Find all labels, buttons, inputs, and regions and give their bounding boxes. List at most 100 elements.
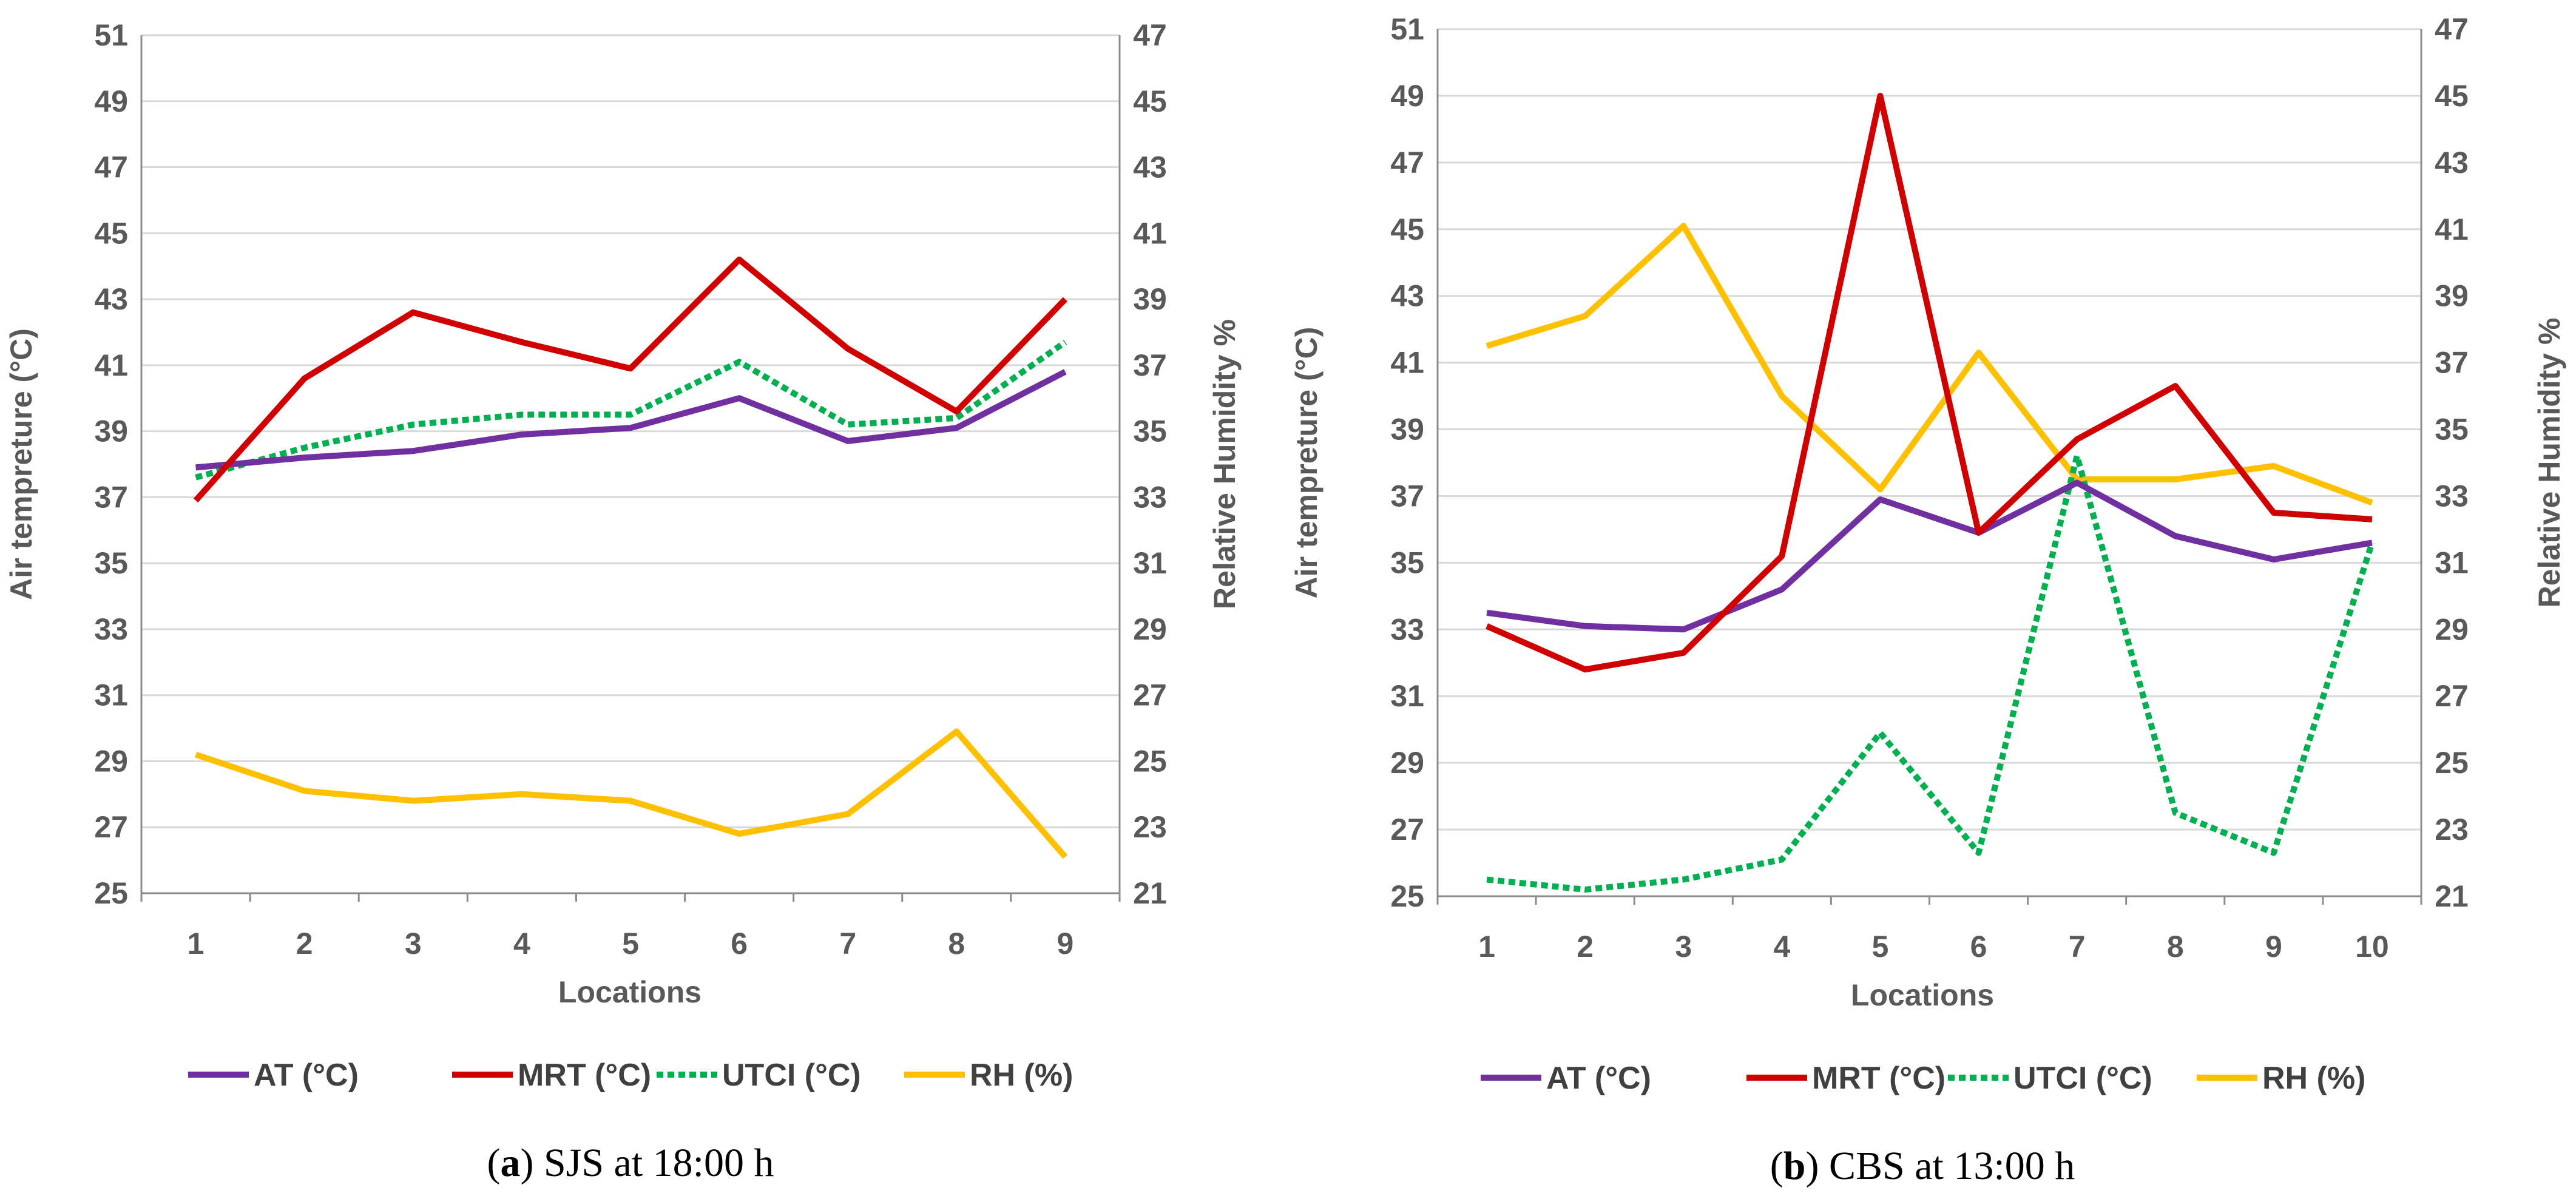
legend-label-mrt: MRT (°C) [1812, 1061, 1946, 1096]
legend: AT (°C) MRT (°C) UTCI (°C) RH (%) [1481, 1061, 2365, 1096]
x-axis-title: Locations [1851, 978, 1994, 1012]
y2-tick-label: 45 [2435, 79, 2469, 113]
y-tick-label: 43 [94, 282, 128, 316]
y2-tick-label: 33 [2435, 479, 2469, 513]
y2-axis-title: Relative Humidity % [2532, 318, 2566, 608]
y2-tick-label: 31 [2435, 546, 2469, 579]
y2-tick-label: 23 [2435, 813, 2469, 846]
y-tick-label: 25 [1390, 879, 1424, 913]
y-axis-title: Air tempreture (°C) [1290, 327, 1323, 599]
y-axis-title: Air tempreture (°C) [4, 328, 38, 600]
y2-tick-label: 27 [2435, 679, 2469, 713]
y-tick-label: 39 [1390, 413, 1424, 447]
y-tick-label: 29 [1390, 746, 1424, 780]
x-tick-label: 7 [2069, 930, 2086, 964]
x-tick-label: 5 [622, 927, 639, 961]
legend-label-utci: UTCI (°C) [2013, 1061, 2152, 1096]
y-tick-label: 33 [94, 612, 128, 646]
x-tick-label: 6 [1970, 930, 1987, 964]
figure-caption: (b) CBS at 13:00 h [1770, 1144, 2075, 1188]
y2-tick-label: 47 [1133, 18, 1167, 52]
y-tick-label: 47 [94, 150, 128, 184]
x-tick-label: 7 [839, 927, 856, 961]
y-tick-label: 35 [94, 546, 128, 580]
y-tick-label: 31 [1390, 679, 1424, 713]
x-tick-label: 6 [731, 927, 748, 961]
y-tick-label: 31 [94, 678, 128, 712]
y2-tick-label: 21 [1133, 876, 1167, 910]
chart-panel-b: 2527293133353739414345474951212325272931… [1290, 12, 2566, 1188]
y-tick-label: 43 [1390, 279, 1424, 313]
x-tick-label: 5 [1872, 930, 1889, 964]
caption-text: ) CBS at 13:00 h [1806, 1144, 2075, 1188]
x-axis-title: Locations [558, 975, 701, 1009]
series-line-rh [195, 728, 1068, 859]
x-tick-label: 8 [2167, 930, 2184, 964]
caption-letter: b [1783, 1144, 1806, 1188]
series-line-rh [1486, 223, 2373, 506]
y2-tick-label: 43 [2435, 146, 2469, 180]
x-tick-label: 2 [296, 927, 313, 961]
caption-paren-open: ( [1770, 1144, 1783, 1188]
series-line-at [1486, 479, 2373, 633]
y-tick-label: 51 [94, 18, 128, 52]
x-tick-label: 1 [188, 927, 205, 961]
y2-tick-label: 23 [1133, 810, 1167, 844]
y2-tick-label: 27 [1133, 678, 1167, 712]
series-line-mrt [1486, 92, 2373, 673]
x-tick-label: 3 [405, 927, 422, 961]
legend-label-at: AT (°C) [1546, 1061, 1651, 1096]
y2-tick-label: 41 [2435, 212, 2469, 246]
y2-tick-label: 29 [1133, 612, 1167, 646]
y2-tick-label: 21 [2435, 879, 2469, 913]
y-tick-label: 51 [1390, 12, 1424, 46]
y-tick-label: 41 [94, 348, 128, 382]
x-tick-label: 2 [1577, 930, 1594, 964]
caption-paren-open: ( [487, 1141, 500, 1185]
x-tick-label: 8 [948, 927, 965, 961]
y2-tick-label: 37 [1133, 348, 1167, 382]
y-tick-label: 33 [1390, 612, 1424, 646]
caption-text: ) SJS at 18:00 h [520, 1141, 774, 1185]
y2-tick-label: 39 [2435, 279, 2469, 313]
legend: AT (°C) MRT (°C) UTCI (°C) RH (%) [188, 1058, 1073, 1093]
x-tick-label: 3 [1675, 930, 1692, 964]
y2-tick-label: 43 [1133, 150, 1167, 184]
y-tick-label: 45 [94, 216, 128, 250]
y-tick-label: 47 [1390, 146, 1424, 180]
series-line-mrt [193, 256, 1067, 503]
y-tick-label: 41 [1390, 346, 1424, 380]
y2-tick-label: 39 [1133, 282, 1167, 316]
x-tick-label: 10 [2355, 930, 2389, 964]
y2-tick-label: 35 [2435, 413, 2469, 447]
legend-label-mrt: MRT (°C) [518, 1058, 651, 1093]
y2-tick-label: 31 [1133, 546, 1167, 580]
y-tick-label: 37 [94, 480, 128, 514]
legend-label-at: AT (°C) [254, 1058, 359, 1093]
y2-tick-label: 37 [2435, 346, 2469, 380]
y2-axis-title: Relative Humidity % [1208, 319, 1242, 609]
y2-tick-label: 33 [1133, 480, 1167, 514]
legend-label-rh: RH (%) [2262, 1061, 2365, 1096]
y-tick-label: 37 [1390, 479, 1424, 513]
y2-tick-label: 47 [2435, 12, 2469, 46]
caption-letter: a [500, 1141, 520, 1185]
y-tick-label: 39 [94, 414, 128, 448]
x-tick-label: 9 [1057, 927, 1074, 961]
legend-label-rh: RH (%) [970, 1058, 1073, 1093]
y2-tick-label: 25 [2435, 746, 2469, 780]
legend-label-utci: UTCI (°C) [722, 1058, 861, 1093]
series-line-utci [195, 339, 1067, 481]
y-tick-label: 27 [1390, 813, 1424, 846]
y-tick-label: 49 [94, 84, 128, 118]
x-tick-label: 4 [513, 927, 530, 961]
series-line-at [195, 369, 1067, 471]
x-tick-label: 4 [1773, 930, 1790, 964]
x-tick-label: 1 [1478, 930, 1495, 964]
y-tick-label: 29 [94, 744, 128, 778]
series-line-utci [1486, 453, 2375, 893]
y2-tick-label: 41 [1133, 216, 1167, 250]
chart-panel-a: 2527293133353739414345474951212325272931… [4, 18, 1242, 1185]
y-tick-label: 27 [94, 810, 128, 844]
